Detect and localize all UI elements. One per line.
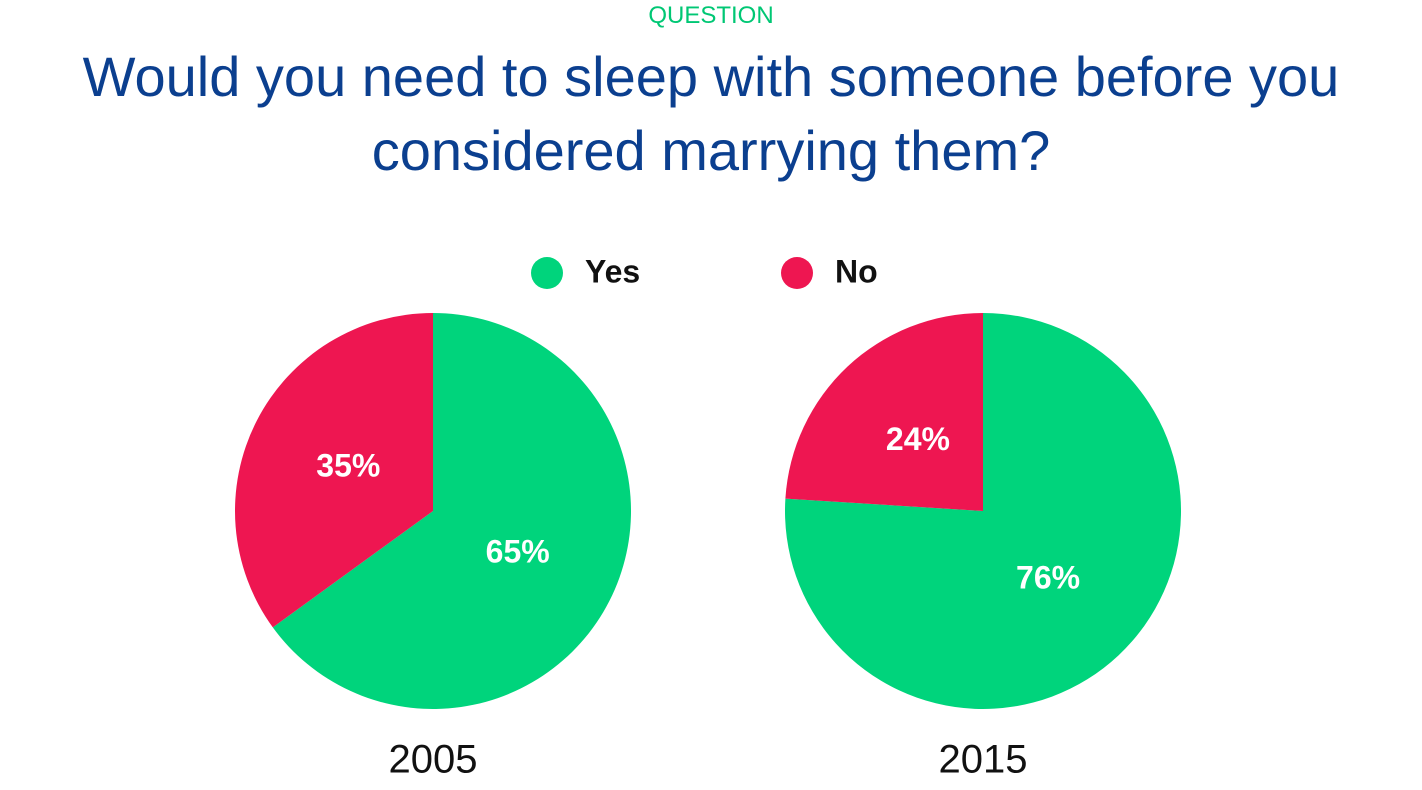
pie-title: 2015 xyxy=(939,738,1028,782)
legend-label: No xyxy=(835,253,878,289)
pie-slice xyxy=(272,313,631,709)
pie-title: 2005 xyxy=(389,738,478,782)
data-label: 65% xyxy=(486,534,550,570)
data-label: 24% xyxy=(886,421,950,457)
kicker: QUESTION xyxy=(648,2,774,29)
legend-label: Yes xyxy=(585,253,640,289)
legend-swatch xyxy=(531,257,563,289)
pie-slice xyxy=(235,313,433,628)
chart-title: Would you need to sleep with someone bef… xyxy=(82,45,1340,182)
legend-swatch xyxy=(781,257,813,289)
pie-slice xyxy=(785,313,983,511)
data-label: 35% xyxy=(316,447,380,483)
data-label: 76% xyxy=(1016,560,1080,596)
